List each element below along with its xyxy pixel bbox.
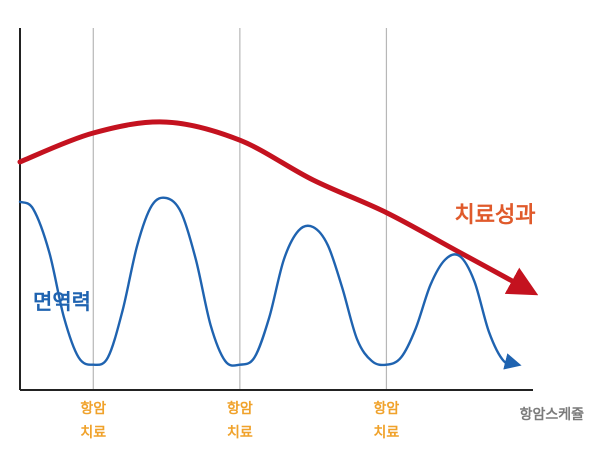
x-tick-label-2-line1: 항암 bbox=[227, 400, 253, 417]
axes bbox=[19, 28, 533, 391]
grid-lines bbox=[92, 28, 388, 390]
series-label-treatment-result: 치료성과 bbox=[455, 203, 536, 228]
x-axis-label: 항암스케쥴 bbox=[520, 406, 585, 423]
series-label-immunity: 면역력 bbox=[33, 290, 91, 314]
x-tick-label-1-line2: 치료 bbox=[80, 425, 106, 441]
x-tick-label-3-line1: 항암 bbox=[374, 400, 400, 417]
series-group bbox=[17, 119, 539, 370]
x-tick-label-1-line1: 항암 bbox=[80, 400, 106, 417]
x-tick-label-3-line2: 치료 bbox=[374, 425, 400, 441]
series-line-treatment-result bbox=[17, 119, 539, 296]
x-tick-label-2-line2: 치료 bbox=[227, 425, 253, 441]
series-line-immunity bbox=[18, 196, 522, 370]
